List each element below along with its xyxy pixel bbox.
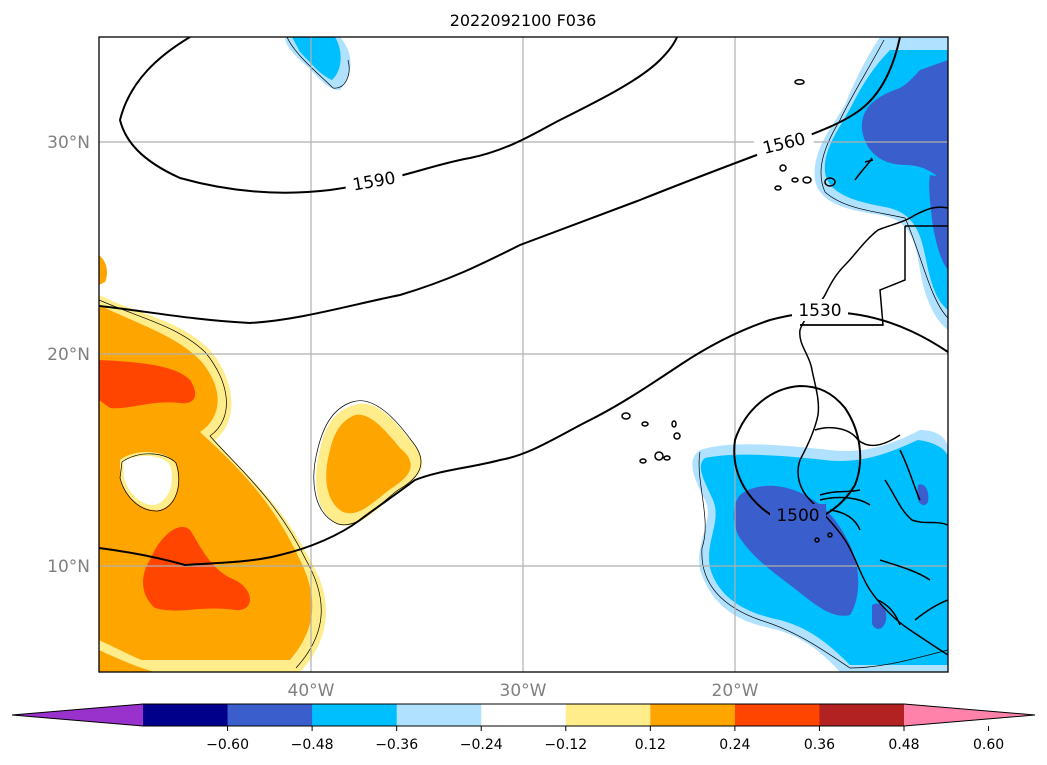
lat-tick-30n: 30°N — [47, 133, 90, 153]
lon-tick-30w: 30°W — [500, 681, 547, 701]
colorbar-swatch — [481, 704, 567, 726]
lon-tick-40w: 40°W — [288, 681, 335, 701]
colorbar-tick-label: 0.36 — [804, 737, 835, 753]
contour-labels: 1590 1560 1530 1500 — [343, 125, 848, 526]
colorbar-tick-label: −0.36 — [375, 737, 418, 753]
colorbar-tick-label: −0.24 — [460, 737, 503, 753]
colorbar-swatch — [819, 704, 905, 726]
colorbar-tick-label: −0.60 — [206, 737, 249, 753]
anomaly-edges — [99, 37, 948, 669]
colorbar-swatch — [650, 704, 736, 726]
colorbar: −0.60 −0.48 −0.36 −0.24 −0.12 0.12 0.24 0.36 0.4… — [11, 703, 1036, 753]
lon-tick-20w: 20°W — [712, 681, 759, 701]
map-frame — [98, 36, 949, 673]
colorbar-tick-label: 0.24 — [719, 737, 750, 753]
colorbar-tick-label: −0.12 — [544, 737, 587, 753]
colorbar-tick-label: −0.48 — [291, 737, 334, 753]
lat-tick-10n: 10°N — [47, 557, 90, 577]
contour-label-1500: 1500 — [776, 506, 819, 526]
colorbar-swatch — [143, 704, 229, 726]
colorbar-swatch — [565, 704, 651, 726]
colorbar-swatch — [734, 704, 820, 726]
colorbar-swatch — [227, 704, 313, 726]
negative-anomaly-east — [285, 37, 948, 672]
colorbar-extend-low — [12, 704, 143, 726]
colorbar-tick-label: 0.60 — [973, 737, 1004, 753]
colorbar-swatch — [396, 704, 482, 726]
colorbar-swatch — [312, 704, 398, 726]
positive-anomaly-west — [99, 255, 423, 672]
contour-label-1530: 1530 — [798, 301, 841, 321]
map-area: 1590 1560 1530 1500 — [99, 37, 948, 672]
map-title: 2022092100 F036 — [450, 11, 597, 30]
colorbar-tick-label: 0.48 — [888, 737, 919, 753]
coastlines — [621, 79, 948, 656]
axis-labels: 40°W 30°W 20°W 30°N 20°N 10°N — [47, 133, 759, 701]
contour-1560 — [99, 37, 901, 325]
colorbar-tick-label: 0.12 — [635, 737, 666, 753]
colorbar-extend-high — [904, 704, 1035, 726]
lat-tick-20n: 20°N — [47, 345, 90, 365]
colorbar-outline — [11, 703, 1036, 727]
